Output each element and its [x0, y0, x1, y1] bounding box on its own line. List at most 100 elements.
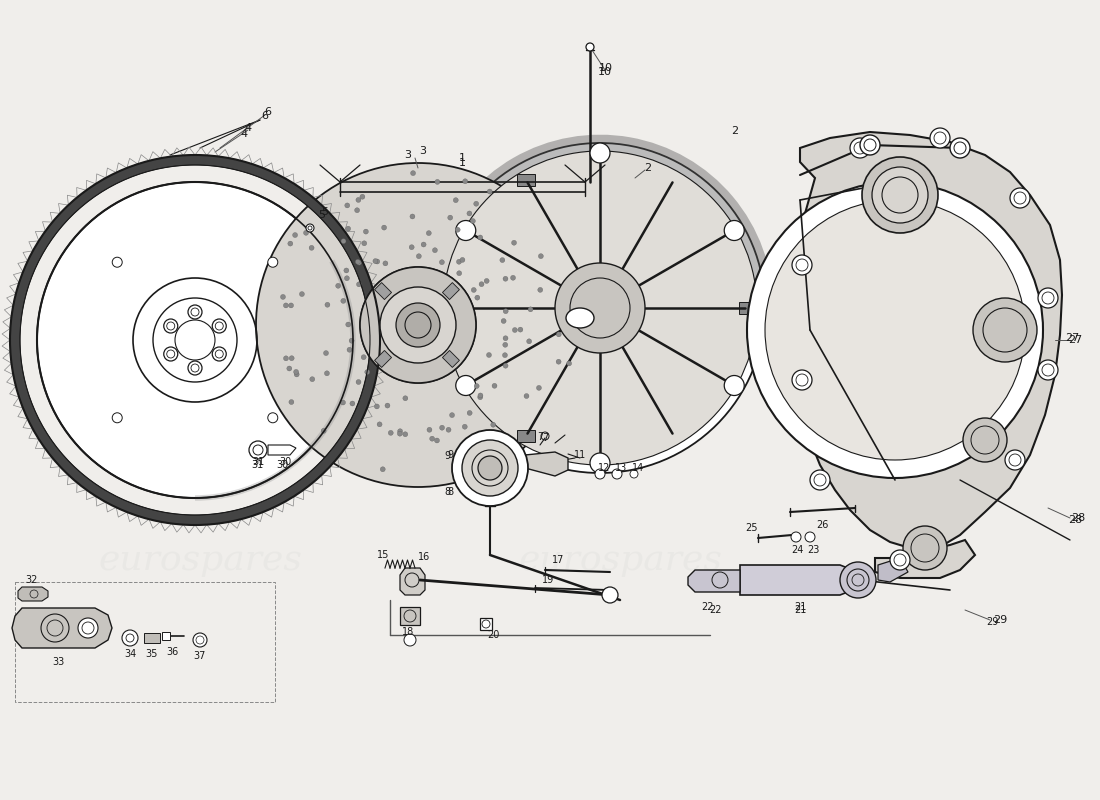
Polygon shape [455, 450, 525, 468]
Text: 7: 7 [537, 432, 543, 442]
Circle shape [792, 255, 812, 275]
Circle shape [346, 347, 352, 352]
Text: 31: 31 [251, 460, 263, 470]
Text: 13: 13 [615, 463, 627, 473]
Circle shape [383, 261, 388, 266]
Circle shape [356, 198, 361, 202]
Text: 20: 20 [487, 630, 499, 640]
Text: 2: 2 [732, 126, 738, 136]
Polygon shape [480, 618, 492, 630]
Text: 12: 12 [597, 463, 611, 473]
Circle shape [482, 442, 486, 447]
Text: 30: 30 [276, 460, 288, 470]
Circle shape [557, 359, 561, 364]
Circle shape [764, 200, 1025, 460]
Polygon shape [400, 607, 420, 625]
Circle shape [486, 353, 492, 358]
Circle shape [434, 179, 440, 184]
Circle shape [430, 436, 434, 441]
Text: 9: 9 [444, 451, 450, 461]
Circle shape [267, 258, 278, 267]
Text: 21: 21 [794, 602, 806, 612]
Circle shape [791, 532, 801, 542]
Circle shape [456, 259, 461, 264]
Circle shape [890, 550, 910, 570]
Text: 9: 9 [447, 450, 453, 460]
Circle shape [396, 303, 440, 347]
Polygon shape [268, 445, 296, 455]
Circle shape [289, 356, 294, 361]
Circle shape [443, 151, 757, 465]
Text: 22: 22 [708, 605, 722, 615]
Circle shape [1038, 288, 1058, 308]
Circle shape [350, 401, 355, 406]
Circle shape [284, 303, 288, 308]
Circle shape [341, 238, 346, 244]
Circle shape [792, 370, 812, 390]
Circle shape [537, 386, 541, 390]
Circle shape [306, 224, 313, 232]
Circle shape [324, 302, 330, 307]
Circle shape [379, 287, 456, 363]
Circle shape [188, 361, 202, 375]
Circle shape [432, 248, 438, 253]
Circle shape [397, 431, 403, 436]
Circle shape [373, 258, 378, 263]
Circle shape [410, 214, 415, 219]
Circle shape [463, 178, 467, 184]
Circle shape [112, 413, 122, 422]
Circle shape [872, 167, 928, 223]
Polygon shape [144, 633, 159, 643]
Text: 8: 8 [447, 487, 453, 497]
Circle shape [404, 634, 416, 646]
Circle shape [503, 276, 508, 282]
Text: 28: 28 [1071, 513, 1085, 523]
Circle shape [471, 287, 476, 293]
Circle shape [724, 375, 745, 395]
Circle shape [361, 354, 366, 360]
Circle shape [427, 427, 432, 432]
Circle shape [456, 270, 462, 276]
Polygon shape [740, 565, 858, 595]
Circle shape [477, 235, 483, 240]
Circle shape [1005, 450, 1025, 470]
Circle shape [434, 438, 440, 443]
Circle shape [503, 363, 508, 368]
Circle shape [538, 254, 543, 258]
Circle shape [455, 375, 476, 395]
Circle shape [528, 307, 534, 312]
Bar [15, 582, 275, 702]
Circle shape [164, 319, 178, 333]
Circle shape [382, 225, 386, 230]
Text: 37: 37 [194, 651, 206, 661]
Circle shape [344, 268, 349, 273]
Circle shape [962, 418, 1006, 462]
Polygon shape [688, 570, 740, 592]
Circle shape [930, 128, 950, 148]
Circle shape [538, 287, 542, 292]
Circle shape [78, 618, 98, 638]
Circle shape [192, 633, 207, 647]
Circle shape [453, 198, 459, 202]
Circle shape [452, 430, 528, 506]
Circle shape [566, 297, 571, 302]
Circle shape [294, 372, 299, 377]
Circle shape [344, 276, 350, 281]
Text: 1: 1 [459, 158, 465, 168]
Circle shape [360, 267, 476, 383]
Circle shape [440, 426, 444, 430]
Bar [375, 282, 392, 299]
Circle shape [293, 233, 298, 238]
Circle shape [362, 241, 366, 246]
Circle shape [492, 383, 497, 388]
Circle shape [478, 456, 502, 480]
Text: 27: 27 [1068, 335, 1082, 345]
Circle shape [381, 466, 385, 472]
Circle shape [595, 469, 605, 479]
Circle shape [602, 587, 618, 603]
Text: 4: 4 [241, 129, 248, 139]
Circle shape [212, 319, 227, 333]
Circle shape [478, 282, 484, 286]
Circle shape [284, 356, 288, 361]
Circle shape [434, 143, 764, 473]
